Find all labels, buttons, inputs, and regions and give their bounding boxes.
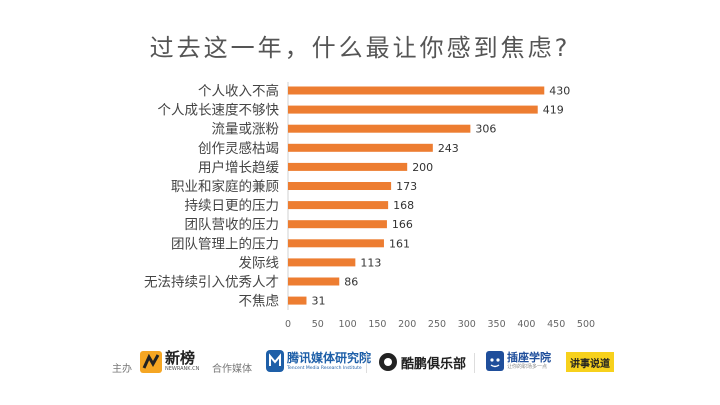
- category-label: 个人收入不高: [198, 83, 279, 100]
- category-label: 团队营收的压力: [185, 217, 280, 233]
- xinbang-sub: NEWRANK.CN: [165, 366, 200, 372]
- xinbang-mark-icon: [140, 350, 162, 373]
- bar: [288, 105, 538, 114]
- host-label: 主办: [112, 364, 132, 375]
- partner-label: 合作媒体: [212, 364, 252, 375]
- bar: [288, 143, 433, 152]
- category-label: 团队管理上的压力: [171, 236, 279, 252]
- value-label: 168: [393, 199, 414, 212]
- category-label: 职业和家庭的兼顾: [171, 178, 279, 195]
- bars-group: 个人收入不高 430 个人成长速度不够快 419 流量或涨粉 306 创作灵感枯竭 243 用户…: [144, 83, 595, 331]
- kupeng-name: 酷鹏俱乐部: [401, 356, 467, 372]
- chazuo-logo: 插座学院 让你的职场多一点: [486, 351, 551, 371]
- x-tick-label: 0: [285, 319, 291, 330]
- bar: [288, 86, 545, 95]
- xinbang-name: 新榜: [165, 349, 196, 367]
- x-tick-label: 500: [577, 319, 595, 330]
- bar-chart: 个人收入不高 430 个人成长速度不够快 419 流量或涨粉 306 创作灵感枯竭 243 用户…: [144, 82, 595, 331]
- hongbao-logo: 讲事说道: [566, 352, 614, 372]
- bar: [288, 258, 356, 267]
- tencent-sub: Tencent Media Research Institute: [287, 365, 362, 371]
- category-label: 个人成长速度不够快: [158, 103, 280, 119]
- bar: [288, 124, 471, 133]
- tencent-name: 腾讯媒体研究院: [287, 350, 372, 365]
- tencent-mark-icon: [266, 350, 284, 372]
- value-label: 243: [438, 142, 459, 155]
- category-label: 不焦虑: [239, 294, 280, 310]
- x-tick-label: 50: [312, 319, 324, 330]
- value-label: 173: [396, 180, 417, 193]
- value-label: 161: [389, 237, 410, 250]
- value-label: 200: [412, 161, 433, 174]
- bar: [288, 296, 307, 305]
- chazuo-sub: 让你的职场多一点: [507, 364, 548, 370]
- x-tick-label: 100: [339, 319, 357, 330]
- x-tick-label: 200: [398, 319, 416, 330]
- value-label: 31: [311, 295, 325, 308]
- kupeng-logo: 酷鹏俱乐部: [378, 352, 466, 372]
- divider: [474, 353, 475, 373]
- value-label: 306: [475, 123, 496, 136]
- x-tick-label: 350: [488, 319, 506, 330]
- chazuo-name: 插座学院: [507, 351, 551, 364]
- bar: [288, 220, 387, 229]
- category-label: 流量或涨粉: [212, 122, 280, 138]
- x-tick-label: 300: [458, 319, 476, 330]
- value-label: 166: [392, 218, 413, 231]
- x-tick-label: 400: [517, 319, 535, 330]
- tencent-logo: 腾讯媒体研究院 Tencent Media Research Institute: [266, 350, 371, 372]
- xinbang-logo: 新榜 NEWRANK.CN: [140, 350, 199, 373]
- x-tick-label: 150: [368, 319, 386, 330]
- category-label: 用户增长趋缓: [198, 159, 279, 176]
- bar: [288, 277, 340, 286]
- value-label: 86: [344, 276, 358, 289]
- kupeng-mark-icon: [379, 353, 397, 371]
- divider: [366, 353, 367, 373]
- category-label: 发际线: [239, 255, 280, 271]
- hongbao-name: 讲事说道: [570, 358, 610, 370]
- bar: [288, 201, 389, 210]
- value-label: 430: [549, 85, 570, 98]
- footer: 主办 新榜 NEWRANK.CN 合作媒体 腾讯媒体研究院 Tencent Me…: [0, 345, 720, 379]
- category-label: 持续日更的压力: [185, 198, 280, 214]
- bar: [288, 239, 384, 248]
- chazuo-mark-icon: [486, 351, 504, 371]
- category-label: 无法持续引入优秀人才: [144, 275, 279, 291]
- bar: [288, 182, 392, 190]
- value-label: 419: [543, 104, 564, 117]
- chart-title: 过去这一年，什么最让你感到焦虑?: [149, 34, 571, 62]
- x-tick-label: 250: [428, 319, 446, 330]
- bar: [288, 162, 408, 171]
- x-tick-label: 450: [547, 319, 565, 330]
- value-label: 113: [360, 256, 381, 269]
- category-label: 创作灵感枯竭: [198, 140, 279, 157]
